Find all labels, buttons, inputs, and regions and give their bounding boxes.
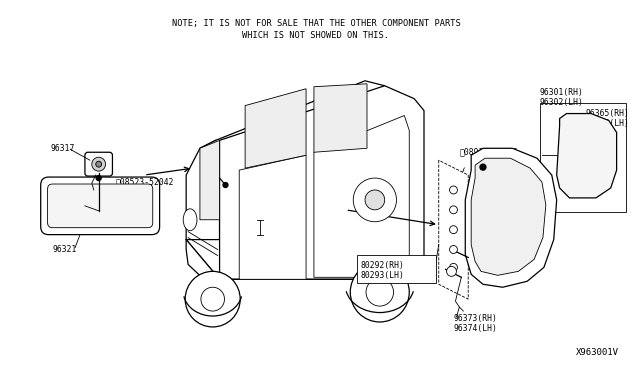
Polygon shape xyxy=(465,148,557,287)
Circle shape xyxy=(449,226,458,234)
Circle shape xyxy=(353,178,396,222)
Circle shape xyxy=(223,183,228,187)
Circle shape xyxy=(96,176,101,180)
Bar xyxy=(540,103,627,212)
Circle shape xyxy=(480,164,486,170)
Text: (6): (6) xyxy=(469,157,484,166)
Ellipse shape xyxy=(183,209,197,231)
FancyBboxPatch shape xyxy=(41,177,159,235)
Circle shape xyxy=(185,271,240,327)
Text: 96302(LH): 96302(LH) xyxy=(540,97,584,107)
Circle shape xyxy=(449,263,458,271)
Polygon shape xyxy=(439,160,468,299)
Circle shape xyxy=(447,266,456,276)
Text: 80293(LH): 80293(LH) xyxy=(360,271,404,280)
Polygon shape xyxy=(557,113,616,198)
Polygon shape xyxy=(471,158,546,275)
Circle shape xyxy=(449,246,458,253)
Text: 96366(LH): 96366(LH) xyxy=(585,119,629,128)
Polygon shape xyxy=(314,116,409,277)
Circle shape xyxy=(201,287,225,311)
Polygon shape xyxy=(314,84,367,152)
Polygon shape xyxy=(245,89,306,168)
Polygon shape xyxy=(186,240,220,294)
Circle shape xyxy=(365,190,385,210)
Text: WHICH IS NOT SHOWED ON THIS.: WHICH IS NOT SHOWED ON THIS. xyxy=(243,31,389,40)
Text: 96317: 96317 xyxy=(51,144,75,153)
Polygon shape xyxy=(200,81,385,155)
Polygon shape xyxy=(239,155,306,279)
Text: 96373(RH): 96373(RH) xyxy=(454,314,497,324)
Polygon shape xyxy=(186,140,220,240)
Text: 96374(LH): 96374(LH) xyxy=(454,324,497,333)
Text: 96321: 96321 xyxy=(52,245,77,254)
Polygon shape xyxy=(200,140,220,220)
Circle shape xyxy=(92,157,106,171)
Text: Ⓝ08911-1062G: Ⓝ08911-1062G xyxy=(460,148,518,157)
Text: NOTE; IT IS NOT FOR SALE THAT THE OTHER COMPONENT PARTS: NOTE; IT IS NOT FOR SALE THAT THE OTHER … xyxy=(172,19,460,28)
Text: 80292(RH): 80292(RH) xyxy=(360,261,404,270)
Circle shape xyxy=(366,278,394,306)
FancyBboxPatch shape xyxy=(85,152,113,176)
Circle shape xyxy=(350,262,409,322)
Circle shape xyxy=(449,186,458,194)
FancyBboxPatch shape xyxy=(357,256,436,283)
Text: 96301(RH): 96301(RH) xyxy=(540,88,584,97)
Text: 96365(RH): 96365(RH) xyxy=(585,109,629,118)
Circle shape xyxy=(96,161,102,167)
FancyBboxPatch shape xyxy=(47,184,153,228)
Polygon shape xyxy=(220,86,424,279)
Text: Ⓢ08523-52042: Ⓢ08523-52042 xyxy=(115,177,174,186)
Text: X963001V: X963001V xyxy=(575,348,619,357)
Circle shape xyxy=(449,206,458,214)
Text: (1): (1) xyxy=(122,186,136,195)
